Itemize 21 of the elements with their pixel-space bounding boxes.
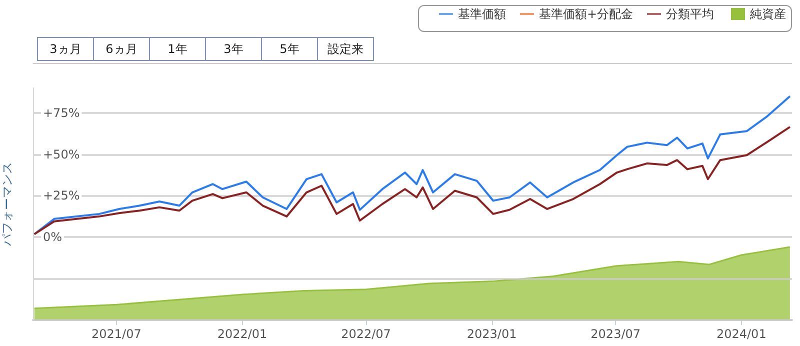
legend-label: 基準価額 [458,7,506,21]
text: 設定来 [317,38,373,60]
legend-label: 分類平均 [666,7,714,21]
y-tick-label: +75% [43,106,80,120]
text: 5年 [261,38,317,60]
y-tick-label: +25% [43,188,80,203]
y-axis-title: パフォーマンス [0,162,14,247]
legend-label: 基準価額+分配金 [538,7,634,21]
x-tick-label: 2022/01 [217,327,268,341]
text: 3ヵ月 [38,38,93,60]
x-tick-label: 2023/07 [590,327,641,341]
text: 3年 [205,38,261,60]
x-tick-label: 2024/01 [716,327,766,341]
y-tick-label: +50% [43,147,80,162]
y-tick-label: 0% [43,230,62,244]
x-tick-label: 2022/07 [341,327,391,341]
text: 6ヵ月 [93,38,149,60]
x-tick-label: 2021/07 [91,327,142,341]
legend-label: 純資産 [750,7,786,21]
text: 1年 [149,38,205,60]
x-tick-label: 2023/01 [466,327,517,341]
